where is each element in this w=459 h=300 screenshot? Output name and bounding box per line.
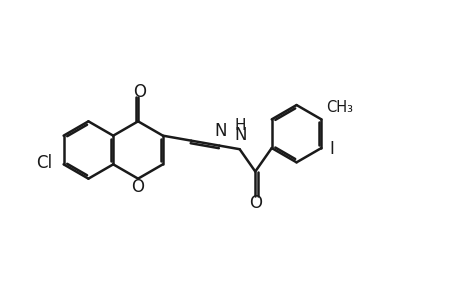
Text: O: O [133,83,146,101]
Text: O: O [131,178,144,196]
Text: O: O [248,194,261,212]
Text: H: H [234,118,246,133]
Text: N: N [213,122,226,140]
Text: N: N [234,126,246,144]
Text: I: I [329,140,333,158]
Text: CH₃: CH₃ [326,100,353,115]
Text: Cl: Cl [36,154,52,172]
